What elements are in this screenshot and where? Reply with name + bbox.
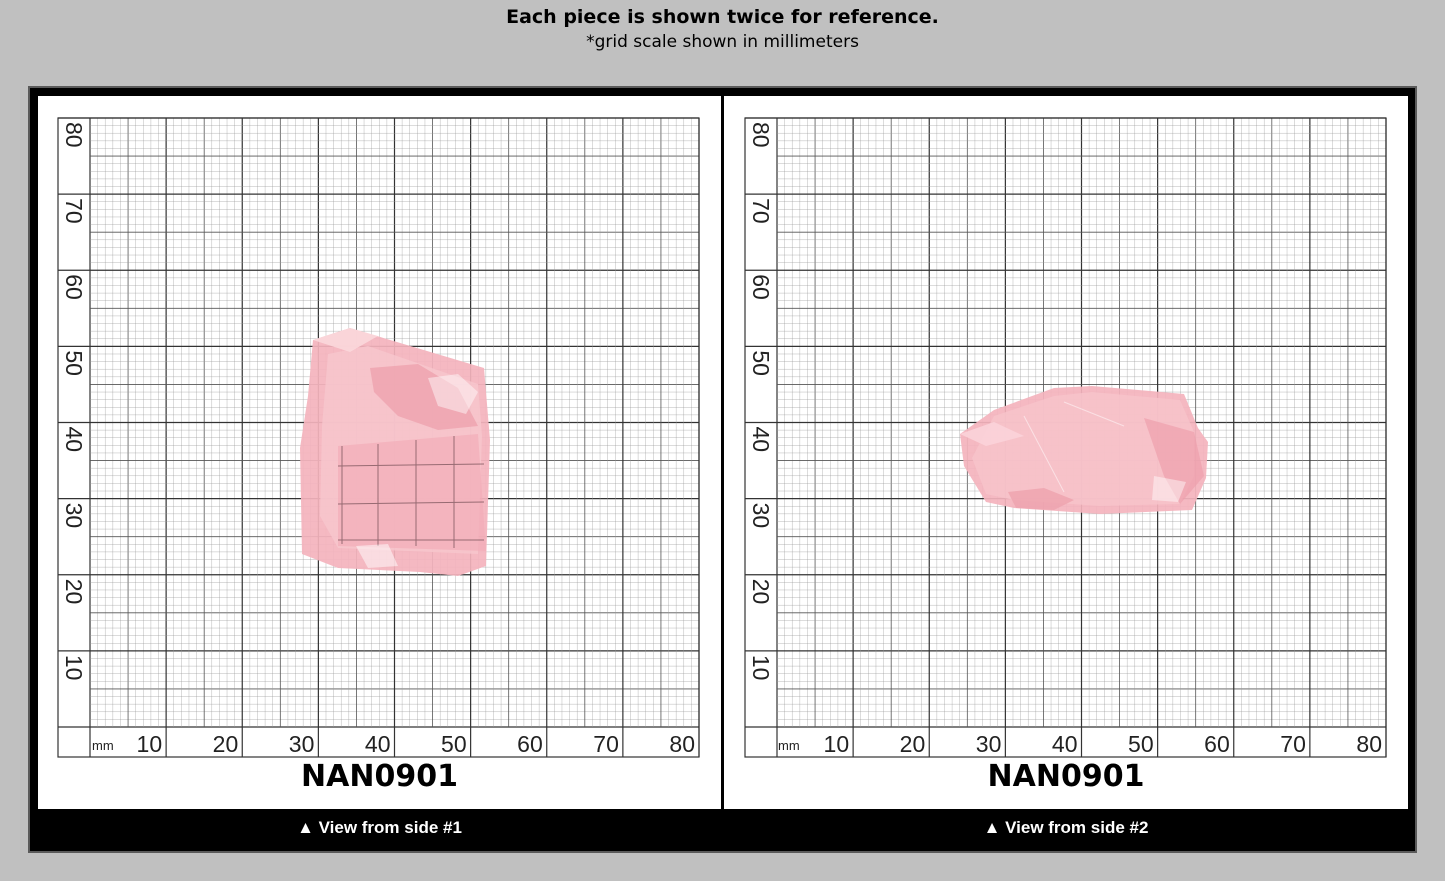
x-tick-label: 50 xyxy=(1128,731,1154,757)
gemstone-image xyxy=(960,386,1208,514)
x-tick-label: 50 xyxy=(441,731,467,757)
caption-side-2: ▲ View from side #2 xyxy=(983,818,1149,837)
piece-code: NAN0901 xyxy=(987,759,1145,794)
y-tick-label: 50 xyxy=(61,350,87,376)
y-tick-label: 40 xyxy=(61,427,87,453)
caption-side-1: ▲ View from side #1 xyxy=(297,818,462,837)
gemstone-image xyxy=(300,328,490,576)
y-tick-label: 50 xyxy=(748,350,774,376)
grid-photo-side-1: 10 20 30 40 50 60 70 80 10 20 30 40 50 60 70 80 mm xyxy=(57,117,700,758)
x-tick-label: 20 xyxy=(213,731,239,757)
y-tick-label: 40 xyxy=(748,427,774,453)
page-title: Each piece is shown twice for reference. xyxy=(506,6,939,28)
y-tick-label: 30 xyxy=(748,503,774,529)
x-tick-label: 60 xyxy=(1204,731,1230,757)
y-tick-label: 80 xyxy=(748,122,774,148)
x-tick-label: 70 xyxy=(1280,731,1306,757)
y-tick-label: 70 xyxy=(748,198,774,224)
y-axis-labels: 10 20 30 40 50 60 70 80 xyxy=(61,122,87,680)
view-panel-side-1: 10 20 30 40 50 60 70 80 10 20 30 40 50 60 70 80 mm NAN… xyxy=(38,96,721,809)
piece-code: NAN0901 xyxy=(301,759,458,794)
x-tick-label: 60 xyxy=(517,731,543,757)
y-tick-label: 20 xyxy=(748,579,774,605)
y-tick-label: 70 xyxy=(61,198,87,224)
y-tick-label: 80 xyxy=(61,122,87,148)
millimeter-grid xyxy=(57,117,700,758)
y-tick-label: 10 xyxy=(748,655,774,681)
y-tick-label: 60 xyxy=(748,274,774,300)
x-tick-label: 80 xyxy=(669,731,695,757)
page-subtitle: *grid scale shown in millimeters xyxy=(586,32,859,52)
y-tick-label: 20 xyxy=(61,579,87,605)
y-axis-labels: 10 20 30 40 50 60 70 80 xyxy=(748,122,774,680)
x-axis-labels: 10 20 30 40 50 60 70 80 xyxy=(824,731,1382,757)
ruler-border xyxy=(744,117,1387,758)
x-tick-label: 40 xyxy=(365,731,391,757)
x-tick-label: 30 xyxy=(289,731,315,757)
y-tick-label: 30 xyxy=(61,503,87,529)
x-tick-label: 20 xyxy=(900,731,926,757)
x-tick-label: 10 xyxy=(824,731,850,757)
x-tick-label: 40 xyxy=(1052,731,1078,757)
x-tick-label: 10 xyxy=(137,731,163,757)
unit-label: mm xyxy=(92,738,114,753)
ruler-border xyxy=(57,117,700,758)
y-tick-label: 10 xyxy=(61,655,87,681)
y-tick-label: 60 xyxy=(61,274,87,300)
view-panel-side-2: 10 20 30 40 50 60 70 80 10 20 30 40 50 60 70 80 mm NAN… xyxy=(724,96,1408,809)
x-tick-label: 80 xyxy=(1356,731,1382,757)
x-tick-label: 30 xyxy=(976,731,1002,757)
unit-label: mm xyxy=(778,738,800,753)
grid-photo-side-2: 10 20 30 40 50 60 70 80 10 20 30 40 50 60 70 80 mm xyxy=(744,117,1387,758)
x-tick-label: 70 xyxy=(593,731,619,757)
x-axis-labels: 10 20 30 40 50 60 70 80 xyxy=(137,731,695,757)
